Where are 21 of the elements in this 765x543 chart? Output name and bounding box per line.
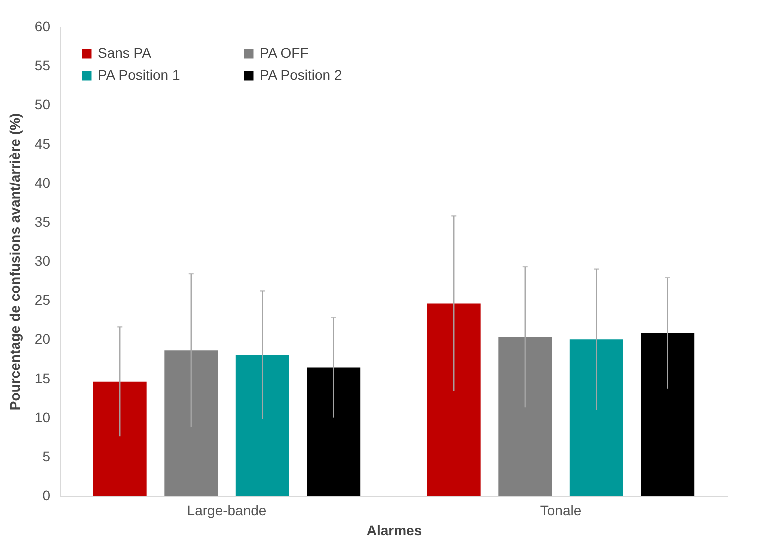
y-tick-label: 35 xyxy=(34,214,51,230)
y-tick-label: 30 xyxy=(34,253,51,269)
y-axis-title: Pourcentage de confusions avant/arrière (%) xyxy=(6,113,23,411)
y-tick-label: 0 xyxy=(42,488,51,504)
y-tick-label: 45 xyxy=(34,136,51,152)
legend-label: Sans PA xyxy=(98,45,152,61)
y-tick-label: 10 xyxy=(34,409,51,426)
y-tick-label: 60 xyxy=(34,18,51,34)
y-tick-label: 20 xyxy=(34,331,51,348)
legend-label: PA Position 1 xyxy=(98,67,180,83)
y-tick-label: 50 xyxy=(34,96,51,113)
x-tick-label: Large-bande xyxy=(187,502,267,518)
y-tick-label: 25 xyxy=(34,292,51,308)
legend-label: PA OFF xyxy=(260,45,309,61)
x-tick-label: Tonale xyxy=(540,502,582,518)
x-axis-title: Alarmes xyxy=(366,522,422,538)
legend-label: PA Position 2 xyxy=(260,67,342,83)
y-tick-label: 40 xyxy=(34,174,51,191)
y-tick-label: 55 xyxy=(34,58,51,74)
y-tick-label: 5 xyxy=(42,448,51,464)
y-tick-label: 15 xyxy=(34,370,51,386)
